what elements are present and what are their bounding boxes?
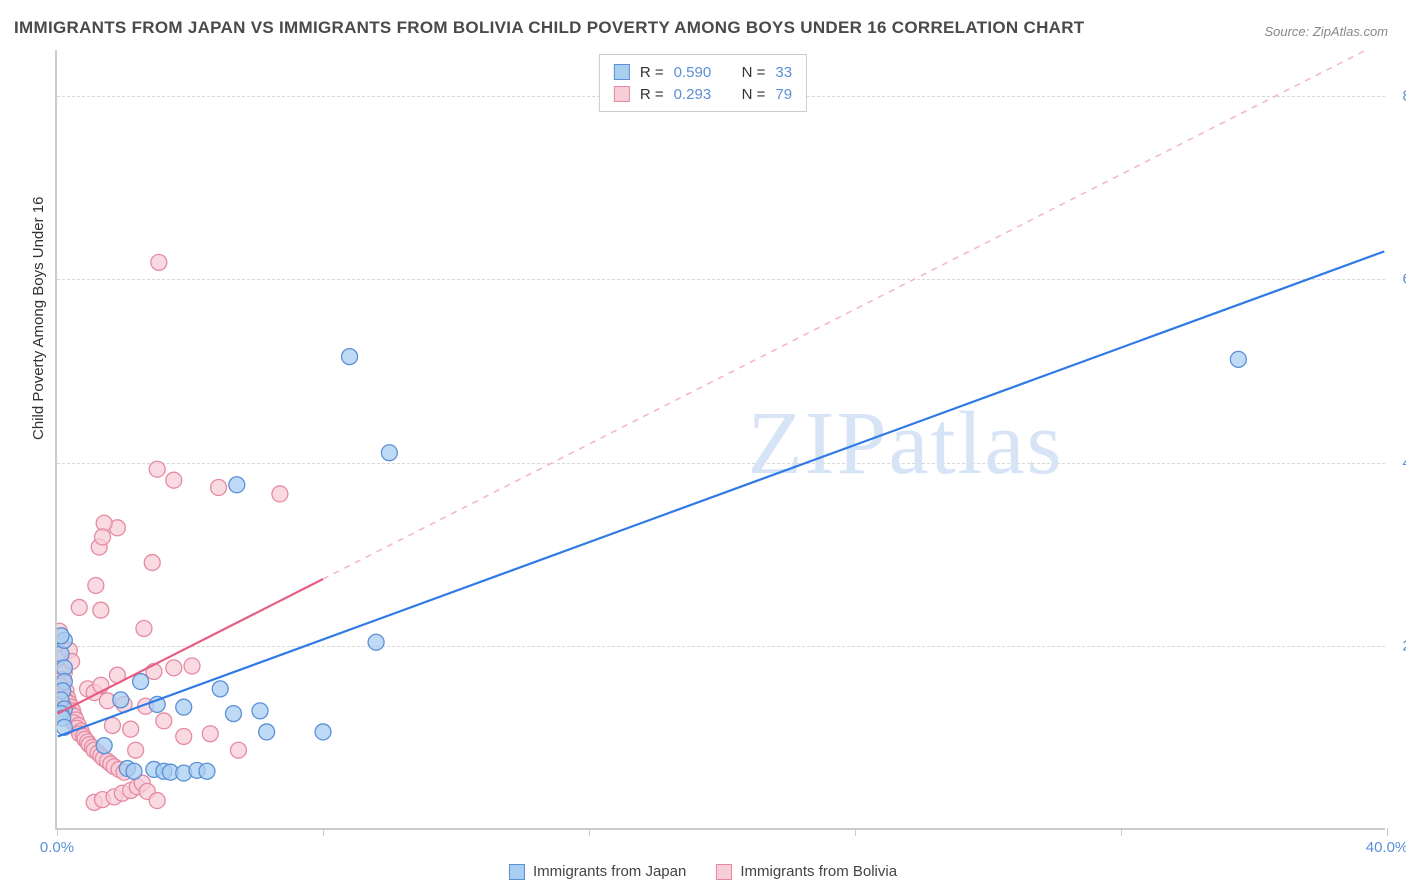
y-tick-label: 60.0% — [1390, 271, 1406, 288]
x-tick — [323, 828, 324, 836]
legend-bottom-label: Immigrants from Japan — [533, 863, 686, 880]
scatter-point — [113, 692, 129, 708]
scatter-point — [144, 555, 160, 571]
scatter-point — [225, 706, 241, 722]
plot-svg — [57, 50, 1385, 828]
x-tick — [57, 828, 58, 836]
scatter-point — [230, 742, 246, 758]
legend-swatch — [509, 864, 525, 880]
legend-bottom: Immigrants from Japan Immigrants from Bol… — [509, 863, 897, 880]
scatter-point — [123, 721, 139, 737]
scatter-point — [381, 445, 397, 461]
legend-swatch — [614, 86, 630, 102]
legend-top-row: R = 0.293 N = 79 — [614, 83, 792, 105]
scatter-point — [94, 529, 110, 545]
x-tick — [855, 828, 856, 836]
scatter-point — [229, 477, 245, 493]
scatter-point — [272, 486, 288, 502]
legend-top-row: R = 0.590 N = 33 — [614, 61, 792, 83]
scatter-point — [149, 461, 165, 477]
scatter-point — [93, 602, 109, 618]
legend-swatch — [614, 64, 630, 80]
chart-title: IMMIGRANTS FROM JAPAN VS IMMIGRANTS FROM… — [14, 18, 1085, 38]
scatter-point — [133, 674, 149, 690]
scatter-point — [96, 738, 112, 754]
legend-bottom-label: Immigrants from Bolivia — [740, 863, 897, 880]
regression-line-bolivia — [58, 579, 323, 714]
regression-line-bolivia-dashed — [323, 50, 1384, 579]
scatter-point — [315, 724, 331, 740]
scatter-point — [212, 681, 228, 697]
scatter-point — [88, 577, 104, 593]
scatter-point — [1230, 351, 1246, 367]
scatter-point — [342, 349, 358, 365]
scatter-point — [368, 634, 384, 650]
scatter-point — [149, 793, 165, 809]
scatter-point — [166, 472, 182, 488]
y-tick-label: 80.0% — [1390, 87, 1406, 104]
scatter-point — [104, 718, 120, 734]
legend-bottom-item: Immigrants from Japan — [509, 863, 686, 880]
scatter-point — [211, 480, 227, 496]
scatter-point — [199, 763, 215, 779]
n-label: N = — [742, 64, 766, 81]
y-tick-label: 40.0% — [1390, 454, 1406, 471]
scatter-point — [259, 724, 275, 740]
r-label: R = — [640, 64, 664, 81]
y-tick-label: 20.0% — [1390, 638, 1406, 655]
n-label: N = — [742, 86, 766, 103]
scatter-point — [136, 620, 152, 636]
n-value: 79 — [775, 86, 792, 103]
r-value: 0.293 — [674, 86, 724, 103]
plot-area: ZIPatlas 20.0%40.0%60.0%80.0%0.0%40.0% — [55, 50, 1385, 830]
scatter-point — [71, 599, 87, 615]
scatter-point — [202, 726, 218, 742]
y-axis-label: Child Poverty Among Boys Under 16 — [30, 197, 47, 440]
legend-bottom-item: Immigrants from Bolivia — [716, 863, 897, 880]
x-tick-label: 40.0% — [1366, 839, 1406, 856]
x-tick-label: 0.0% — [40, 839, 74, 856]
legend-top: R = 0.590 N = 33 R = 0.293 N = 79 — [599, 54, 807, 112]
r-value: 0.590 — [674, 64, 724, 81]
scatter-point — [176, 699, 192, 715]
scatter-point — [57, 628, 69, 644]
scatter-point — [166, 660, 182, 676]
scatter-point — [156, 713, 172, 729]
scatter-point — [126, 763, 142, 779]
x-tick — [1387, 828, 1388, 836]
scatter-point — [151, 254, 167, 270]
r-label: R = — [640, 86, 664, 103]
x-tick — [589, 828, 590, 836]
n-value: 33 — [775, 64, 792, 81]
legend-swatch — [716, 864, 732, 880]
x-tick — [1121, 828, 1122, 836]
scatter-point — [176, 728, 192, 744]
scatter-point — [128, 742, 144, 758]
regression-line-japan — [58, 251, 1385, 736]
source-label: Source: ZipAtlas.com — [1264, 24, 1388, 39]
scatter-point — [252, 703, 268, 719]
scatter-point — [184, 658, 200, 674]
